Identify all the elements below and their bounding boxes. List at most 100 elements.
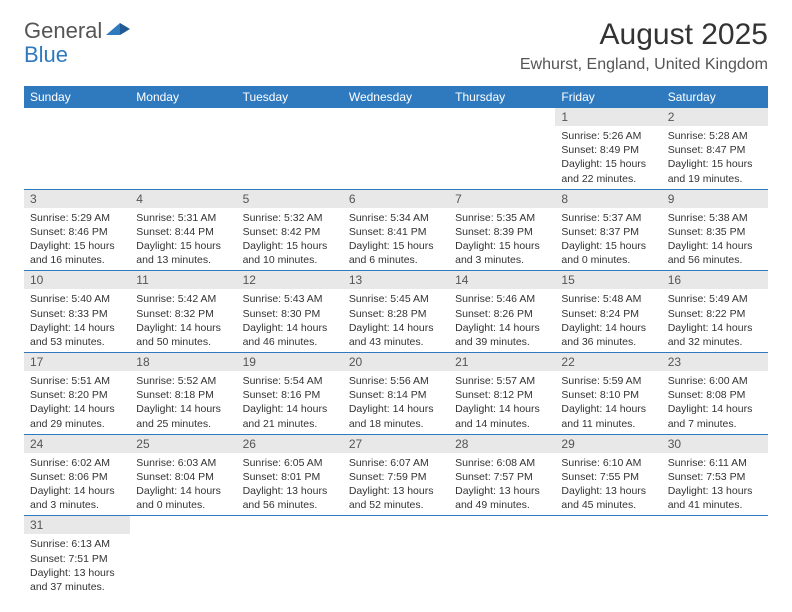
day-number: 11 [130, 271, 236, 289]
day-body: Sunrise: 6:05 AMSunset: 8:01 PMDaylight:… [237, 453, 343, 516]
calendar-cell: 6Sunrise: 5:34 AMSunset: 8:41 PMDaylight… [343, 189, 449, 271]
day-number: 16 [662, 271, 768, 289]
calendar-cell: 2Sunrise: 5:28 AMSunset: 8:47 PMDaylight… [662, 108, 768, 189]
day-number: 1 [555, 108, 661, 126]
logo-text-general: General [24, 18, 102, 44]
calendar-cell: 28Sunrise: 6:08 AMSunset: 7:57 PMDayligh… [449, 434, 555, 516]
calendar-cell: 1Sunrise: 5:26 AMSunset: 8:49 PMDaylight… [555, 108, 661, 189]
calendar-cell: 14Sunrise: 5:46 AMSunset: 8:26 PMDayligh… [449, 271, 555, 353]
logo-text-blue: Blue [24, 42, 68, 68]
calendar-cell: 9Sunrise: 5:38 AMSunset: 8:35 PMDaylight… [662, 189, 768, 271]
calendar-cell: 26Sunrise: 6:05 AMSunset: 8:01 PMDayligh… [237, 434, 343, 516]
calendar-cell: 25Sunrise: 6:03 AMSunset: 8:04 PMDayligh… [130, 434, 236, 516]
logo-flag-icon [106, 21, 132, 42]
calendar-cell [343, 108, 449, 189]
calendar-cell: 22Sunrise: 5:59 AMSunset: 8:10 PMDayligh… [555, 353, 661, 435]
day-body: Sunrise: 5:31 AMSunset: 8:44 PMDaylight:… [130, 208, 236, 271]
calendar-body: 1Sunrise: 5:26 AMSunset: 8:49 PMDaylight… [24, 108, 768, 597]
day-number: 29 [555, 435, 661, 453]
calendar-cell [130, 108, 236, 189]
day-header: Wednesday [343, 86, 449, 108]
calendar-cell: 29Sunrise: 6:10 AMSunset: 7:55 PMDayligh… [555, 434, 661, 516]
day-number: 6 [343, 190, 449, 208]
calendar-cell [24, 108, 130, 189]
day-body: Sunrise: 5:56 AMSunset: 8:14 PMDaylight:… [343, 371, 449, 434]
day-number: 24 [24, 435, 130, 453]
calendar-cell: 13Sunrise: 5:45 AMSunset: 8:28 PMDayligh… [343, 271, 449, 353]
day-body: Sunrise: 6:07 AMSunset: 7:59 PMDaylight:… [343, 453, 449, 516]
day-body: Sunrise: 5:54 AMSunset: 8:16 PMDaylight:… [237, 371, 343, 434]
day-body: Sunrise: 6:02 AMSunset: 8:06 PMDaylight:… [24, 453, 130, 516]
day-body: Sunrise: 5:42 AMSunset: 8:32 PMDaylight:… [130, 289, 236, 352]
calendar-cell: 17Sunrise: 5:51 AMSunset: 8:20 PMDayligh… [24, 353, 130, 435]
day-number: 26 [237, 435, 343, 453]
day-body: Sunrise: 5:32 AMSunset: 8:42 PMDaylight:… [237, 208, 343, 271]
day-number: 12 [237, 271, 343, 289]
calendar-cell [237, 516, 343, 597]
calendar-cell: 8Sunrise: 5:37 AMSunset: 8:37 PMDaylight… [555, 189, 661, 271]
day-number: 21 [449, 353, 555, 371]
day-header: Friday [555, 86, 661, 108]
day-body: Sunrise: 6:03 AMSunset: 8:04 PMDaylight:… [130, 453, 236, 516]
day-header: Saturday [662, 86, 768, 108]
calendar-cell [662, 516, 768, 597]
day-number: 20 [343, 353, 449, 371]
location: Ewhurst, England, United Kingdom [520, 56, 768, 74]
day-body: Sunrise: 5:26 AMSunset: 8:49 PMDaylight:… [555, 126, 661, 189]
day-header: Thursday [449, 86, 555, 108]
day-number: 15 [555, 271, 661, 289]
calendar-cell [237, 108, 343, 189]
calendar-cell: 24Sunrise: 6:02 AMSunset: 8:06 PMDayligh… [24, 434, 130, 516]
day-body: Sunrise: 5:57 AMSunset: 8:12 PMDaylight:… [449, 371, 555, 434]
calendar-cell: 21Sunrise: 5:57 AMSunset: 8:12 PMDayligh… [449, 353, 555, 435]
day-number: 18 [130, 353, 236, 371]
day-body: Sunrise: 5:45 AMSunset: 8:28 PMDaylight:… [343, 289, 449, 352]
day-body: Sunrise: 5:37 AMSunset: 8:37 PMDaylight:… [555, 208, 661, 271]
day-body: Sunrise: 5:29 AMSunset: 8:46 PMDaylight:… [24, 208, 130, 271]
day-body: Sunrise: 5:46 AMSunset: 8:26 PMDaylight:… [449, 289, 555, 352]
day-number: 4 [130, 190, 236, 208]
day-number: 17 [24, 353, 130, 371]
calendar-cell [343, 516, 449, 597]
day-body: Sunrise: 6:11 AMSunset: 7:53 PMDaylight:… [662, 453, 768, 516]
day-body: Sunrise: 5:28 AMSunset: 8:47 PMDaylight:… [662, 126, 768, 189]
calendar-table: SundayMondayTuesdayWednesdayThursdayFrid… [24, 86, 768, 597]
calendar-cell: 3Sunrise: 5:29 AMSunset: 8:46 PMDaylight… [24, 189, 130, 271]
day-body: Sunrise: 5:59 AMSunset: 8:10 PMDaylight:… [555, 371, 661, 434]
day-number: 27 [343, 435, 449, 453]
calendar-cell: 10Sunrise: 5:40 AMSunset: 8:33 PMDayligh… [24, 271, 130, 353]
day-number: 31 [24, 516, 130, 534]
calendar-cell: 11Sunrise: 5:42 AMSunset: 8:32 PMDayligh… [130, 271, 236, 353]
logo: General [24, 18, 134, 44]
day-body: Sunrise: 6:10 AMSunset: 7:55 PMDaylight:… [555, 453, 661, 516]
day-body: Sunrise: 6:00 AMSunset: 8:08 PMDaylight:… [662, 371, 768, 434]
day-number: 28 [449, 435, 555, 453]
calendar-cell: 15Sunrise: 5:48 AMSunset: 8:24 PMDayligh… [555, 271, 661, 353]
day-number: 25 [130, 435, 236, 453]
day-number: 2 [662, 108, 768, 126]
day-number: 7 [449, 190, 555, 208]
day-body: Sunrise: 6:08 AMSunset: 7:57 PMDaylight:… [449, 453, 555, 516]
day-body: Sunrise: 5:48 AMSunset: 8:24 PMDaylight:… [555, 289, 661, 352]
day-body: Sunrise: 5:35 AMSunset: 8:39 PMDaylight:… [449, 208, 555, 271]
calendar-cell [130, 516, 236, 597]
day-body: Sunrise: 5:43 AMSunset: 8:30 PMDaylight:… [237, 289, 343, 352]
title-block: August 2025 Ewhurst, England, United Kin… [520, 18, 768, 74]
calendar-cell: 12Sunrise: 5:43 AMSunset: 8:30 PMDayligh… [237, 271, 343, 353]
calendar-cell: 16Sunrise: 5:49 AMSunset: 8:22 PMDayligh… [662, 271, 768, 353]
day-number: 19 [237, 353, 343, 371]
header: General August 2025 Ewhurst, England, Un… [24, 18, 768, 74]
calendar-cell: 30Sunrise: 6:11 AMSunset: 7:53 PMDayligh… [662, 434, 768, 516]
day-body: Sunrise: 5:52 AMSunset: 8:18 PMDaylight:… [130, 371, 236, 434]
day-header: Sunday [24, 86, 130, 108]
calendar-cell: 20Sunrise: 5:56 AMSunset: 8:14 PMDayligh… [343, 353, 449, 435]
calendar-cell: 31Sunrise: 6:13 AMSunset: 7:51 PMDayligh… [24, 516, 130, 597]
calendar-cell [555, 516, 661, 597]
calendar-cell: 5Sunrise: 5:32 AMSunset: 8:42 PMDaylight… [237, 189, 343, 271]
calendar-cell: 4Sunrise: 5:31 AMSunset: 8:44 PMDaylight… [130, 189, 236, 271]
day-number: 23 [662, 353, 768, 371]
day-body: Sunrise: 5:34 AMSunset: 8:41 PMDaylight:… [343, 208, 449, 271]
calendar-cell [449, 108, 555, 189]
calendar-cell: 7Sunrise: 5:35 AMSunset: 8:39 PMDaylight… [449, 189, 555, 271]
day-number: 9 [662, 190, 768, 208]
